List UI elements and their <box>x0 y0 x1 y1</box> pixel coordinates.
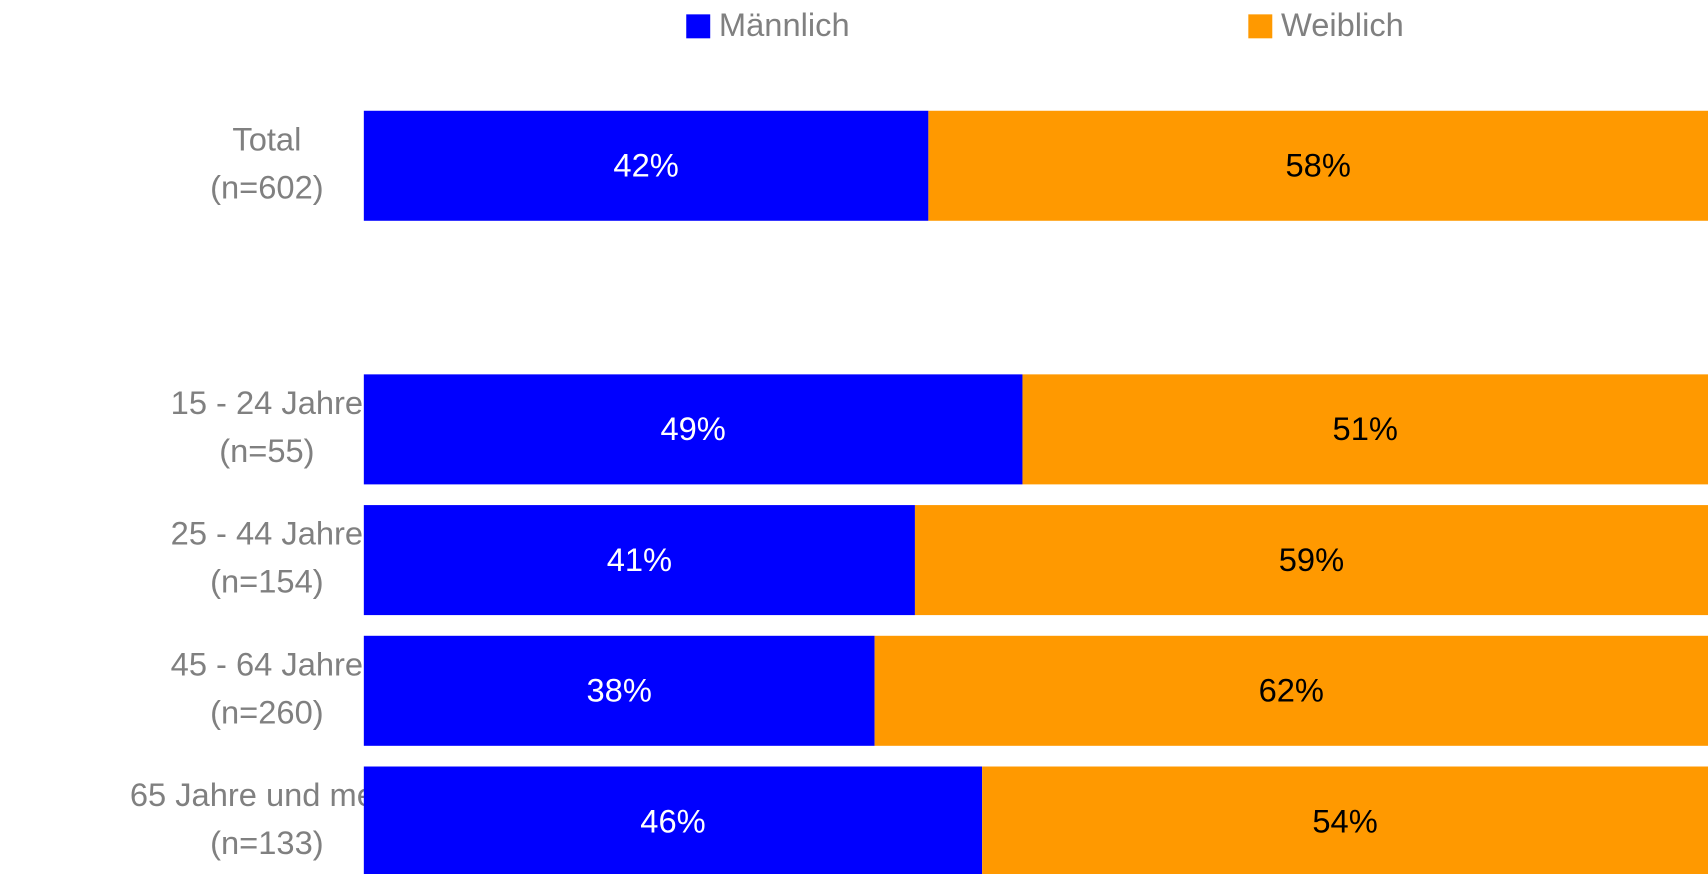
bar-segment <box>982 766 1708 874</box>
category-label: (n=260) <box>210 693 323 730</box>
bar-segment <box>874 635 1708 746</box>
category-label: 65 Jahre und mehr <box>130 776 404 813</box>
bar-segment <box>363 110 929 221</box>
value-label: 62% <box>1259 672 1324 709</box>
category-label: (n=133) <box>210 824 323 861</box>
value-label: 41% <box>607 541 672 578</box>
legend-label: Männlich <box>719 6 850 43</box>
value-label: 49% <box>660 410 725 447</box>
legend-swatch <box>686 14 711 39</box>
bar-segment <box>363 635 875 746</box>
bar-segment <box>928 110 1708 221</box>
bar-segment <box>363 766 983 874</box>
category-label: (n=55) <box>219 432 314 469</box>
value-label: 58% <box>1286 147 1351 184</box>
category-label: (n=154) <box>210 563 323 600</box>
category-label: 15 - 24 Jahre <box>171 384 363 421</box>
value-label: 54% <box>1312 802 1377 839</box>
legend-label: Weiblich <box>1281 6 1404 43</box>
bar-segment <box>1022 374 1708 485</box>
category-label: (n=602) <box>210 168 323 205</box>
bar-segment <box>363 505 915 616</box>
category-label: Total <box>232 120 301 157</box>
value-label: 59% <box>1279 541 1344 578</box>
category-label: 45 - 64 Jahre <box>171 645 363 682</box>
legend-swatch <box>1248 14 1273 39</box>
bar-segment <box>363 374 1023 485</box>
category-label: 25 - 44 Jahre <box>171 515 363 552</box>
value-label: 38% <box>587 672 652 709</box>
value-label: 51% <box>1333 410 1398 447</box>
bar-segment <box>914 505 1708 616</box>
value-label: 42% <box>613 147 678 184</box>
value-label: 46% <box>640 802 705 839</box>
